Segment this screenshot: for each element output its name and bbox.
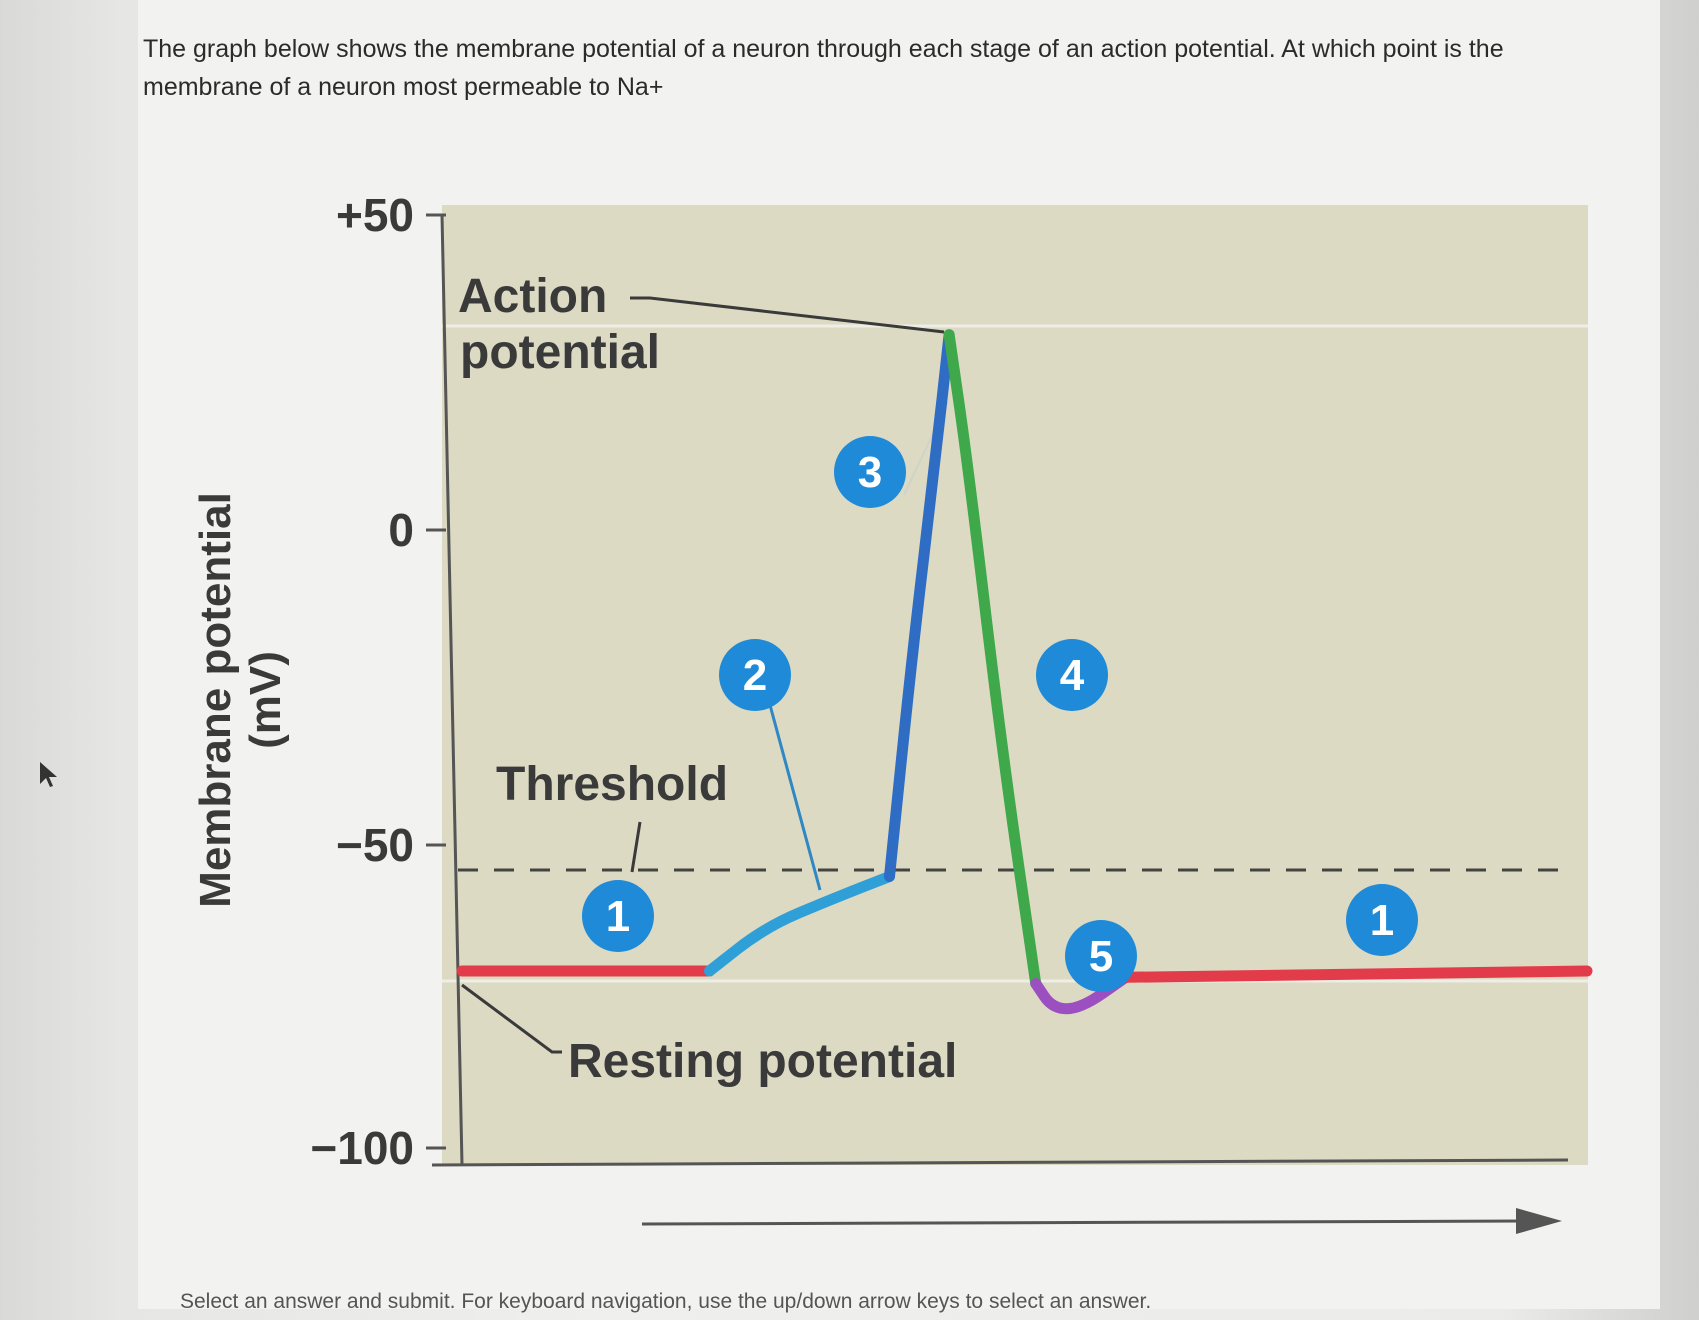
- action-potential-label-line2: potential: [460, 326, 660, 379]
- stage-badge-circle: [719, 639, 791, 711]
- y-ticks: +50 0 −50 −100: [310, 189, 446, 1174]
- footer-instructions: Select an answer and submit. For keyboar…: [180, 1290, 1152, 1313]
- action-potential-pointer: [630, 296, 945, 334]
- question-text: The graph below shows the membrane poten…: [143, 35, 1504, 101]
- y-tick-label: −100: [310, 1122, 414, 1174]
- x-axis-line: [431, 1158, 1569, 1167]
- mouse-cursor-icon: [40, 762, 57, 787]
- threshold-pointer: [630, 821, 642, 873]
- stage-badge-label: 1: [1370, 896, 1394, 945]
- stage-badge-label: 5: [1089, 932, 1113, 981]
- y-tick-label: +50: [336, 189, 414, 241]
- potential-curve: [456, 329, 1593, 1015]
- stage-badge: 3: [834, 436, 906, 508]
- stage-2-pointer: [768, 704, 822, 891]
- plot-background: [442, 205, 1588, 1165]
- stage-badge-label: 2: [743, 651, 767, 700]
- stage-badge-circle: [1036, 639, 1108, 711]
- time-arrow-line: [641, 1219, 1533, 1226]
- time-arrowhead-icon: [1516, 1208, 1562, 1234]
- curve-segment: [943, 329, 1042, 990]
- stage-badge-label: 3: [858, 448, 882, 497]
- stage-badge: 5: [1065, 920, 1137, 992]
- stage-badge-label: 4: [1060, 651, 1085, 700]
- y-axis-label-group: Membrane potential (mV): [191, 492, 290, 908]
- y-axis-unit: (mV): [241, 651, 290, 749]
- curve-segment: [704, 871, 895, 977]
- stage-badge: 4: [1036, 639, 1108, 711]
- y-tick-label: −50: [336, 819, 414, 871]
- stage-badge: 1: [1346, 884, 1418, 956]
- stage-badges: 1 2 3 4 5 1: [582, 436, 1418, 992]
- y-axis-line: [440, 214, 464, 1166]
- curve-segment: [884, 329, 955, 882]
- stage-badge: 1: [582, 880, 654, 952]
- stage-badge-circle: [582, 880, 654, 952]
- stage-badge-circle: [834, 436, 906, 508]
- y-tick-label: 0: [388, 504, 414, 556]
- stage-badge: 2: [719, 639, 791, 711]
- y-axis-label: Membrane potential: [191, 492, 240, 908]
- stage-badge-circle: [1065, 920, 1137, 992]
- resting-potential-pointer: [461, 983, 562, 1054]
- resting-potential-label: Resting potential: [568, 1035, 957, 1088]
- action-potential-label-line1: Action: [458, 270, 607, 323]
- stage-badge-label: 1: [606, 892, 630, 941]
- stage-badge-circle: [1346, 884, 1418, 956]
- curve-segment: [1030, 971, 1132, 1015]
- curve-segment: [1120, 965, 1593, 983]
- threshold-label: Threshold: [496, 758, 728, 811]
